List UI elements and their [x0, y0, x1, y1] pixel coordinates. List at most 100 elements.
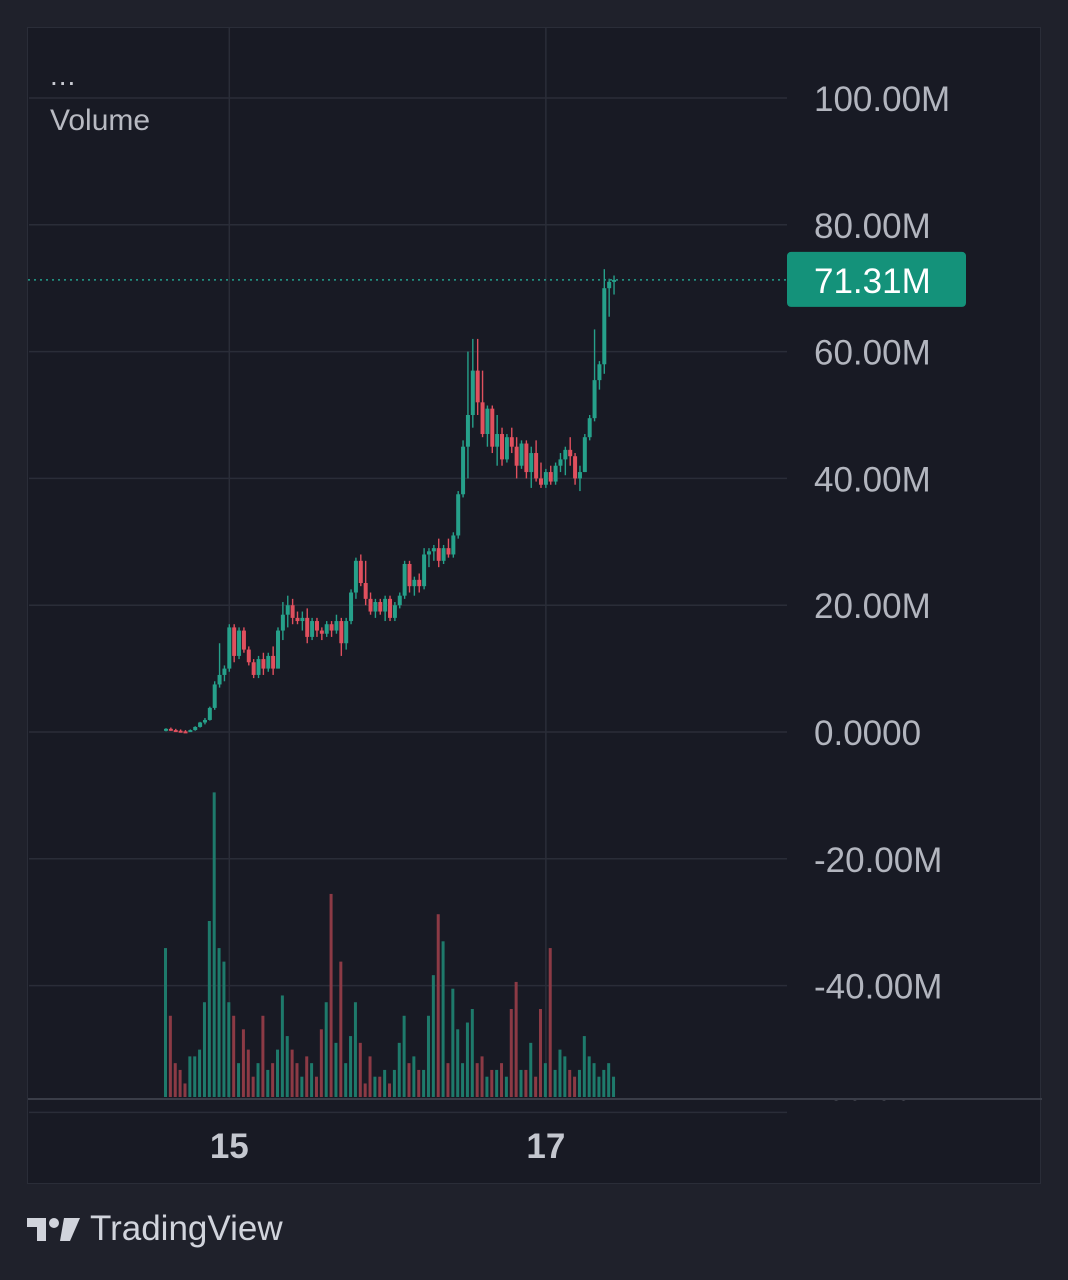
- volume-bar: [349, 1036, 353, 1097]
- candle: [319, 630, 324, 634]
- volume-bar: [500, 1063, 504, 1097]
- candle: [300, 617, 305, 622]
- volume-bar: [543, 1063, 547, 1097]
- candle: [519, 443, 524, 466]
- candle: [446, 548, 451, 555]
- volume-bar: [212, 792, 216, 1097]
- volume-bar: [280, 995, 284, 1097]
- candle: [178, 730, 183, 733]
- volume-bar: [363, 1083, 367, 1097]
- volume-bar: [256, 1063, 260, 1097]
- y-axis-label: 40.00M: [814, 460, 931, 499]
- tradingview-logo-icon: [27, 1218, 80, 1241]
- candle: [368, 598, 373, 612]
- volume-bar: [470, 1009, 474, 1097]
- volume-bar: [456, 1029, 460, 1097]
- legend-more-button[interactable]: ...: [50, 60, 77, 91]
- volume-bar: [188, 1056, 192, 1097]
- candle: [529, 453, 534, 473]
- volume-bar: [261, 1015, 265, 1097]
- candle: [582, 437, 587, 473]
- volume-bar: [207, 921, 211, 1097]
- candle: [246, 649, 251, 663]
- volume-bar: [602, 1069, 606, 1097]
- candle: [280, 614, 285, 631]
- volume-bar: [271, 1063, 275, 1097]
- volume-bar: [339, 961, 343, 1097]
- candle: [212, 684, 217, 708]
- x-axis-label: 15: [210, 1127, 249, 1166]
- candle: [587, 418, 592, 438]
- volume-bar: [237, 1063, 241, 1097]
- candle: [198, 722, 203, 727]
- volume-bar: [314, 1076, 318, 1097]
- volume-bar: [324, 1002, 328, 1097]
- volume-bar: [436, 914, 440, 1097]
- volume-bar: [422, 1069, 426, 1097]
- volume-bar: [558, 1049, 562, 1097]
- volume-bar: [495, 1069, 499, 1097]
- volume-bar: [383, 1069, 387, 1097]
- volume-bar: [173, 1063, 177, 1097]
- volume-bar: [475, 1063, 479, 1097]
- candle: [612, 279, 617, 282]
- volume-bar: [548, 948, 552, 1097]
- candle: [563, 449, 568, 460]
- volume-bar: [490, 1069, 494, 1097]
- y-axis-label: 80.00M: [814, 207, 931, 246]
- volume-bar: [310, 1063, 314, 1097]
- volume-bar: [573, 1076, 577, 1097]
- volume-bar: [407, 1063, 411, 1097]
- candle: [353, 560, 358, 593]
- volume-bar: [378, 1076, 382, 1097]
- volume-bar: [227, 1002, 231, 1097]
- candle: [504, 437, 509, 460]
- candle: [573, 456, 578, 479]
- volume-bar: [202, 1002, 206, 1097]
- candle: [251, 662, 256, 675]
- y-axis-label: 100.00M: [814, 80, 950, 119]
- candle: [538, 478, 543, 485]
- volume-bar: [504, 1076, 508, 1097]
- candle: [344, 621, 349, 644]
- volume-bar: [295, 1063, 299, 1097]
- candle: [407, 563, 412, 587]
- last-price-badge: [787, 251, 966, 307]
- chart-frame[interactable]: 100.00M 80.00M 60.00M 40.00M 20.00M 0.0000 -20…: [27, 27, 1042, 1185]
- volume-bar: [514, 981, 518, 1097]
- candle: [597, 364, 602, 381]
- volume-bar: [290, 1049, 294, 1097]
- volume-bar: [178, 1069, 182, 1097]
- candle: [456, 494, 461, 536]
- candle: [441, 548, 446, 561]
- volume-bar: [353, 1002, 357, 1097]
- volume-bar: [305, 1056, 309, 1097]
- candle: [202, 719, 207, 723]
- candle: [168, 728, 173, 731]
- chart-canvas[interactable]: 100.00M 80.00M 60.00M 40.00M 20.00M 0.0000 -20…: [28, 28, 1042, 1185]
- volume-bar: [402, 1015, 406, 1097]
- y-axis-label: 0.0000: [814, 714, 921, 753]
- candle: [183, 731, 188, 734]
- volume-bar: [480, 1056, 484, 1097]
- volume-bar: [465, 1022, 469, 1097]
- y-axis-label: -20.00M: [814, 841, 942, 880]
- volume-bar: [276, 1049, 280, 1097]
- volume-bar: [368, 1056, 372, 1097]
- volume-bar: [431, 975, 435, 1097]
- candle: [553, 465, 558, 482]
- volume-bar: [568, 1069, 572, 1097]
- candle: [470, 370, 475, 415]
- candle: [480, 402, 485, 435]
- volume-bar: [417, 1069, 421, 1097]
- volume-bar: [217, 948, 221, 1097]
- volume-indicator-label[interactable]: Volume: [50, 104, 151, 137]
- tradingview-brand[interactable]: TradingView: [90, 1209, 283, 1248]
- last-price-label: 71.31M: [814, 262, 931, 301]
- candle: [193, 726, 198, 731]
- candle: [485, 408, 490, 435]
- candle: [383, 598, 388, 612]
- candle: [431, 548, 436, 552]
- candle: [514, 446, 519, 466]
- candle: [490, 408, 495, 447]
